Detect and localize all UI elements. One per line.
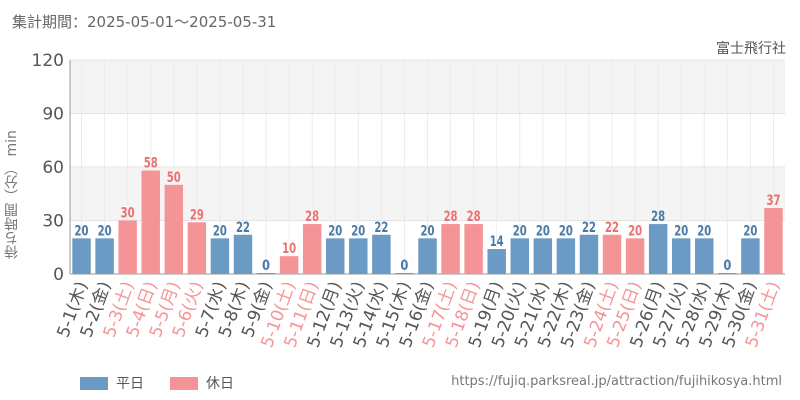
bar[interactable] — [279, 256, 299, 274]
bar-value-label: 28 — [467, 209, 481, 225]
bar[interactable] — [695, 238, 714, 274]
bar[interactable] — [141, 170, 160, 274]
attraction-name: 富士飛行社 — [716, 41, 786, 57]
bar-value-label: 20 — [98, 223, 112, 239]
y-tick-label: 0 — [53, 265, 64, 285]
bar[interactable] — [625, 238, 645, 274]
bar-value-label: 14 — [490, 234, 504, 250]
legend-item-weekday[interactable]: 平日 — [80, 373, 144, 393]
bar-value-label: 28 — [305, 209, 319, 225]
bar-value-label: 20 — [559, 223, 573, 239]
bar[interactable] — [210, 238, 230, 274]
bar-value-label: 22 — [582, 220, 596, 236]
bar-value-label: 20 — [697, 223, 711, 239]
bar-value-label: 22 — [374, 220, 388, 236]
bar[interactable] — [187, 222, 207, 274]
bar-value-label: 0 — [262, 258, 270, 274]
bar-value-label: 28 — [651, 209, 665, 225]
bar-value-label: 0 — [400, 258, 408, 274]
bar[interactable] — [256, 273, 276, 274]
legend-swatch-holiday — [170, 376, 198, 390]
bar[interactable] — [95, 238, 114, 274]
bar[interactable] — [326, 238, 345, 274]
bar[interactable] — [602, 234, 622, 274]
bar-value-label: 28 — [444, 209, 458, 225]
bar-value-label: 20 — [536, 223, 550, 239]
y-tick-label: 30 — [42, 212, 64, 232]
bar[interactable] — [533, 238, 553, 274]
bar-value-label: 22 — [605, 220, 619, 236]
y-tick-label: 90 — [42, 105, 64, 125]
period-text: 集計期間：2025-05-01～2025-05-31 — [12, 13, 277, 31]
bar-value-label: 20 — [743, 223, 757, 239]
bar[interactable] — [372, 234, 391, 274]
bar-value-label: 20 — [421, 223, 435, 239]
bar[interactable] — [118, 220, 137, 275]
bar-value-label: 20 — [351, 223, 365, 239]
bar[interactable] — [164, 184, 184, 274]
bar[interactable] — [671, 238, 691, 274]
bar[interactable] — [510, 238, 529, 274]
y-tick-label: 120 — [32, 51, 64, 71]
bar[interactable] — [648, 224, 668, 274]
bar[interactable] — [233, 234, 253, 274]
bar[interactable] — [487, 249, 506, 274]
legend-swatch-weekday — [80, 376, 108, 390]
bar-value-label: 29 — [190, 207, 204, 223]
bar[interactable] — [741, 238, 760, 274]
bar[interactable] — [72, 238, 91, 274]
bar[interactable] — [464, 224, 483, 274]
legend: 平日 休日 — [80, 373, 260, 393]
bar[interactable] — [441, 224, 460, 274]
bar-value-label: 50 — [167, 170, 181, 186]
bar[interactable] — [395, 273, 414, 274]
y-tick-label: 60 — [42, 158, 64, 178]
bar[interactable] — [349, 238, 368, 274]
bar-value-label: 0 — [723, 258, 731, 274]
legend-label-holiday: 休日 — [206, 376, 234, 392]
legend-label-weekday: 平日 — [116, 376, 144, 392]
bar[interactable] — [302, 224, 322, 274]
legend-item-holiday[interactable]: 休日 — [170, 373, 234, 393]
bar-value-label: 20 — [328, 223, 342, 239]
bar-value-label: 10 — [282, 241, 296, 257]
bar[interactable] — [418, 238, 437, 274]
bar[interactable] — [718, 273, 737, 274]
bar[interactable] — [579, 234, 599, 274]
bar-value-label: 30 — [121, 206, 135, 222]
bar[interactable] — [556, 238, 576, 274]
bar-value-label: 20 — [513, 223, 527, 239]
bar-value-label: 22 — [236, 220, 250, 236]
bar-value-label: 20 — [75, 223, 89, 239]
source-url[interactable]: https://fujiq.parksreal.jp/attraction/fu… — [451, 374, 782, 389]
bar-value-label: 20 — [674, 223, 688, 239]
bar-value-label: 58 — [144, 156, 158, 172]
bar-value-label: 37 — [766, 193, 780, 209]
bar-value-label: 20 — [213, 223, 227, 239]
bar[interactable] — [764, 208, 783, 274]
bar-value-label: 20 — [628, 223, 642, 239]
